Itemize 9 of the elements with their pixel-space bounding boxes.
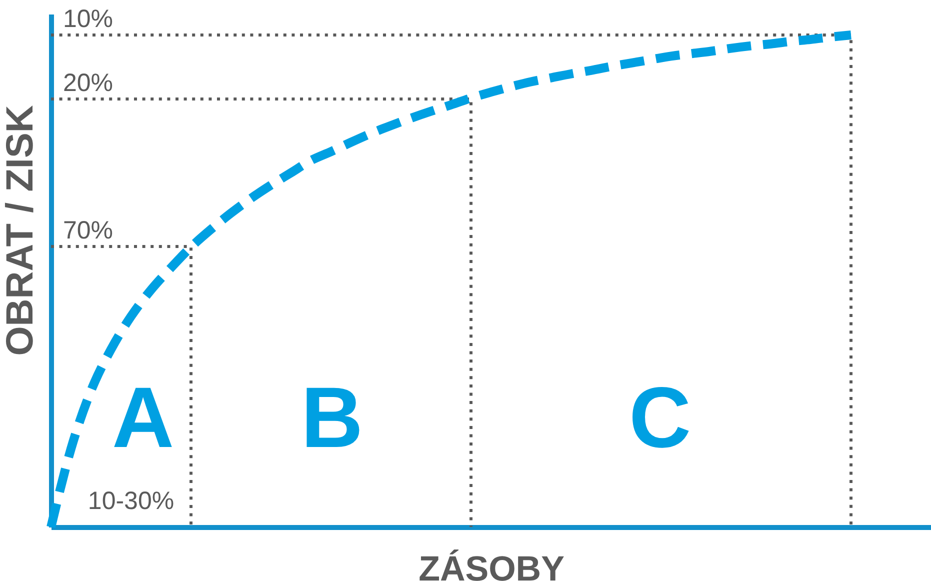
series-label: 10%: [63, 5, 114, 33]
annotation: C: [628, 370, 692, 466]
annotation: 10-30%: [88, 487, 174, 515]
x-axis-title: ZÁSOBY: [418, 548, 564, 581]
annotation: A: [112, 370, 174, 466]
y-axis-title: OBRAT / ZISK: [0, 104, 42, 356]
annotation: B: [300, 370, 364, 466]
series-label: 70%: [63, 216, 114, 245]
series-label: 20%: [63, 68, 114, 97]
